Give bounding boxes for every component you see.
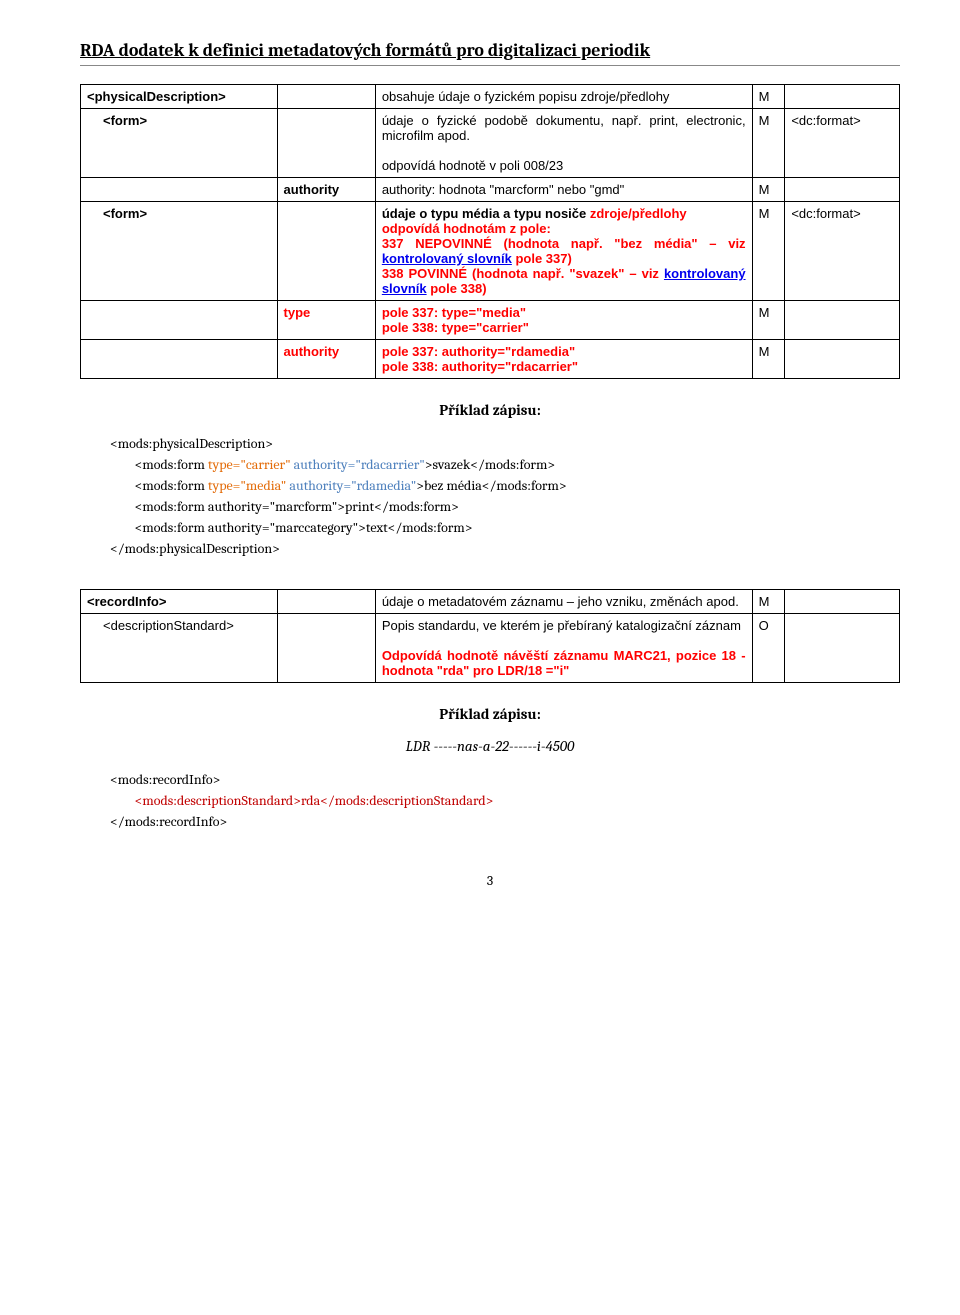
link-controlled-vocab-337[interactable]: kontrolovaný slovník — [382, 251, 512, 266]
cell — [785, 301, 900, 340]
cell: údaje o metadatovém záznamu – jeho vznik… — [375, 590, 752, 614]
code-line: <mods:descriptionStandard>rda</mods:desc… — [110, 790, 900, 811]
cell: pole 337: type="media" pole 338: type="c… — [375, 301, 752, 340]
code-line: <mods:form authority="marccategory">text… — [110, 517, 900, 538]
cell: M — [752, 202, 785, 301]
table-row: authority pole 337: authority="rdamedia"… — [81, 340, 900, 379]
cell: <recordInfo> — [81, 590, 278, 614]
cell: authority: hodnota "marcform" nebo "gmd" — [375, 178, 752, 202]
cell — [277, 590, 375, 614]
page-title: RDA dodatek k definici metadatových form… — [80, 40, 900, 61]
table-row: <physicalDescription> obsahuje údaje o f… — [81, 85, 900, 109]
cell: <descriptionStandard> — [81, 614, 278, 683]
table-physical-description: <physicalDescription> obsahuje údaje o f… — [80, 84, 900, 379]
cell: Popis standardu, ve kterém je přebíraný … — [375, 614, 752, 683]
text: Odpovídá hodnotě návěští záznamu MARC21,… — [382, 648, 746, 678]
cell: M — [752, 109, 785, 178]
cell: M — [752, 340, 785, 379]
cell: authority — [277, 178, 375, 202]
cell: type — [277, 301, 375, 340]
code-line: <mods:form authority="marcform">print</m… — [110, 496, 900, 517]
text: pole 337) — [512, 251, 572, 266]
cell — [785, 590, 900, 614]
cell — [785, 340, 900, 379]
code-line: <mods:form type="media" authority="rdame… — [110, 475, 900, 496]
cell — [785, 178, 900, 202]
text: údaje o fyzické podobě dokumentu, např. … — [382, 113, 746, 143]
cell: údaje o fyzické podobě dokumentu, např. … — [375, 109, 752, 178]
cell — [81, 340, 278, 379]
cell: M — [752, 301, 785, 340]
cell: <form> — [81, 202, 278, 301]
page-number: 3 — [80, 872, 900, 889]
text: odpovídá hodnotám z pole: — [382, 221, 551, 236]
cell — [785, 614, 900, 683]
table-row: <form> údaje o fyzické podobě dokumentu,… — [81, 109, 900, 178]
table-row: type pole 337: type="media" pole 338: ty… — [81, 301, 900, 340]
cell — [785, 85, 900, 109]
cell: M — [752, 590, 785, 614]
text: údaje o typu média a typu nosiče — [382, 206, 590, 221]
example-heading: Příklad zápisu: — [80, 705, 900, 723]
code-line: <mods:recordInfo> — [110, 769, 900, 790]
cell: <dc:format> — [785, 109, 900, 178]
table-row: <form> údaje o typu média a typu nosiče … — [81, 202, 900, 301]
table-row: authority authority: hodnota "marcform" … — [81, 178, 900, 202]
text: zdroje/předlohy — [590, 206, 687, 221]
code-example-2: <mods:recordInfo> <mods:descriptionStand… — [110, 769, 900, 832]
cell: údaje o typu média a typu nosiče zdroje/… — [375, 202, 752, 301]
table-row: <recordInfo> údaje o metadatovém záznamu… — [81, 590, 900, 614]
cell: <dc:format> — [785, 202, 900, 301]
ldr-line: LDR -----nas-a-22------i-4500 — [80, 737, 900, 755]
cell — [277, 85, 375, 109]
text: 337 NEPOVINNÉ (hodnota např. "bez média"… — [382, 236, 746, 251]
cell: O — [752, 614, 785, 683]
text: pole 338) — [427, 281, 487, 296]
code-example-1: <mods:physicalDescription> <mods:form ty… — [110, 433, 900, 559]
text: 338 POVINNÉ (hodnota např. "svazek" – vi… — [382, 266, 664, 281]
cell: obsahuje údaje o fyzickém popisu zdroje/… — [375, 85, 752, 109]
cell — [277, 109, 375, 178]
text: Popis standardu, ve kterém je přebíraný … — [382, 618, 741, 633]
code-line: <mods:physicalDescription> — [110, 433, 900, 454]
code-line: </mods:recordInfo> — [110, 811, 900, 832]
cell — [277, 614, 375, 683]
text: pole 338: authority="rdacarrier" — [382, 359, 578, 374]
cell — [81, 178, 278, 202]
cell: M — [752, 85, 785, 109]
cell: <form> — [81, 109, 278, 178]
code-line: <mods:form type="carrier" authority="rda… — [110, 454, 900, 475]
example-heading: Příklad zápisu: — [80, 401, 900, 419]
cell — [277, 202, 375, 301]
text: pole 337: type="media" — [382, 305, 526, 320]
table-row: <descriptionStandard> Popis standardu, v… — [81, 614, 900, 683]
text: pole 337: authority="rdamedia" — [382, 344, 575, 359]
text: pole 338: type="carrier" — [382, 320, 529, 335]
table-record-info: <recordInfo> údaje o metadatovém záznamu… — [80, 589, 900, 683]
text: odpovídá hodnotě v poli 008/23 — [382, 158, 563, 173]
cell — [81, 301, 278, 340]
cell: <physicalDescription> — [81, 85, 278, 109]
cell: pole 337: authority="rdamedia" pole 338:… — [375, 340, 752, 379]
code-line: </mods:physicalDescription> — [110, 538, 900, 559]
cell: M — [752, 178, 785, 202]
cell: authority — [277, 340, 375, 379]
title-underline — [80, 65, 900, 66]
